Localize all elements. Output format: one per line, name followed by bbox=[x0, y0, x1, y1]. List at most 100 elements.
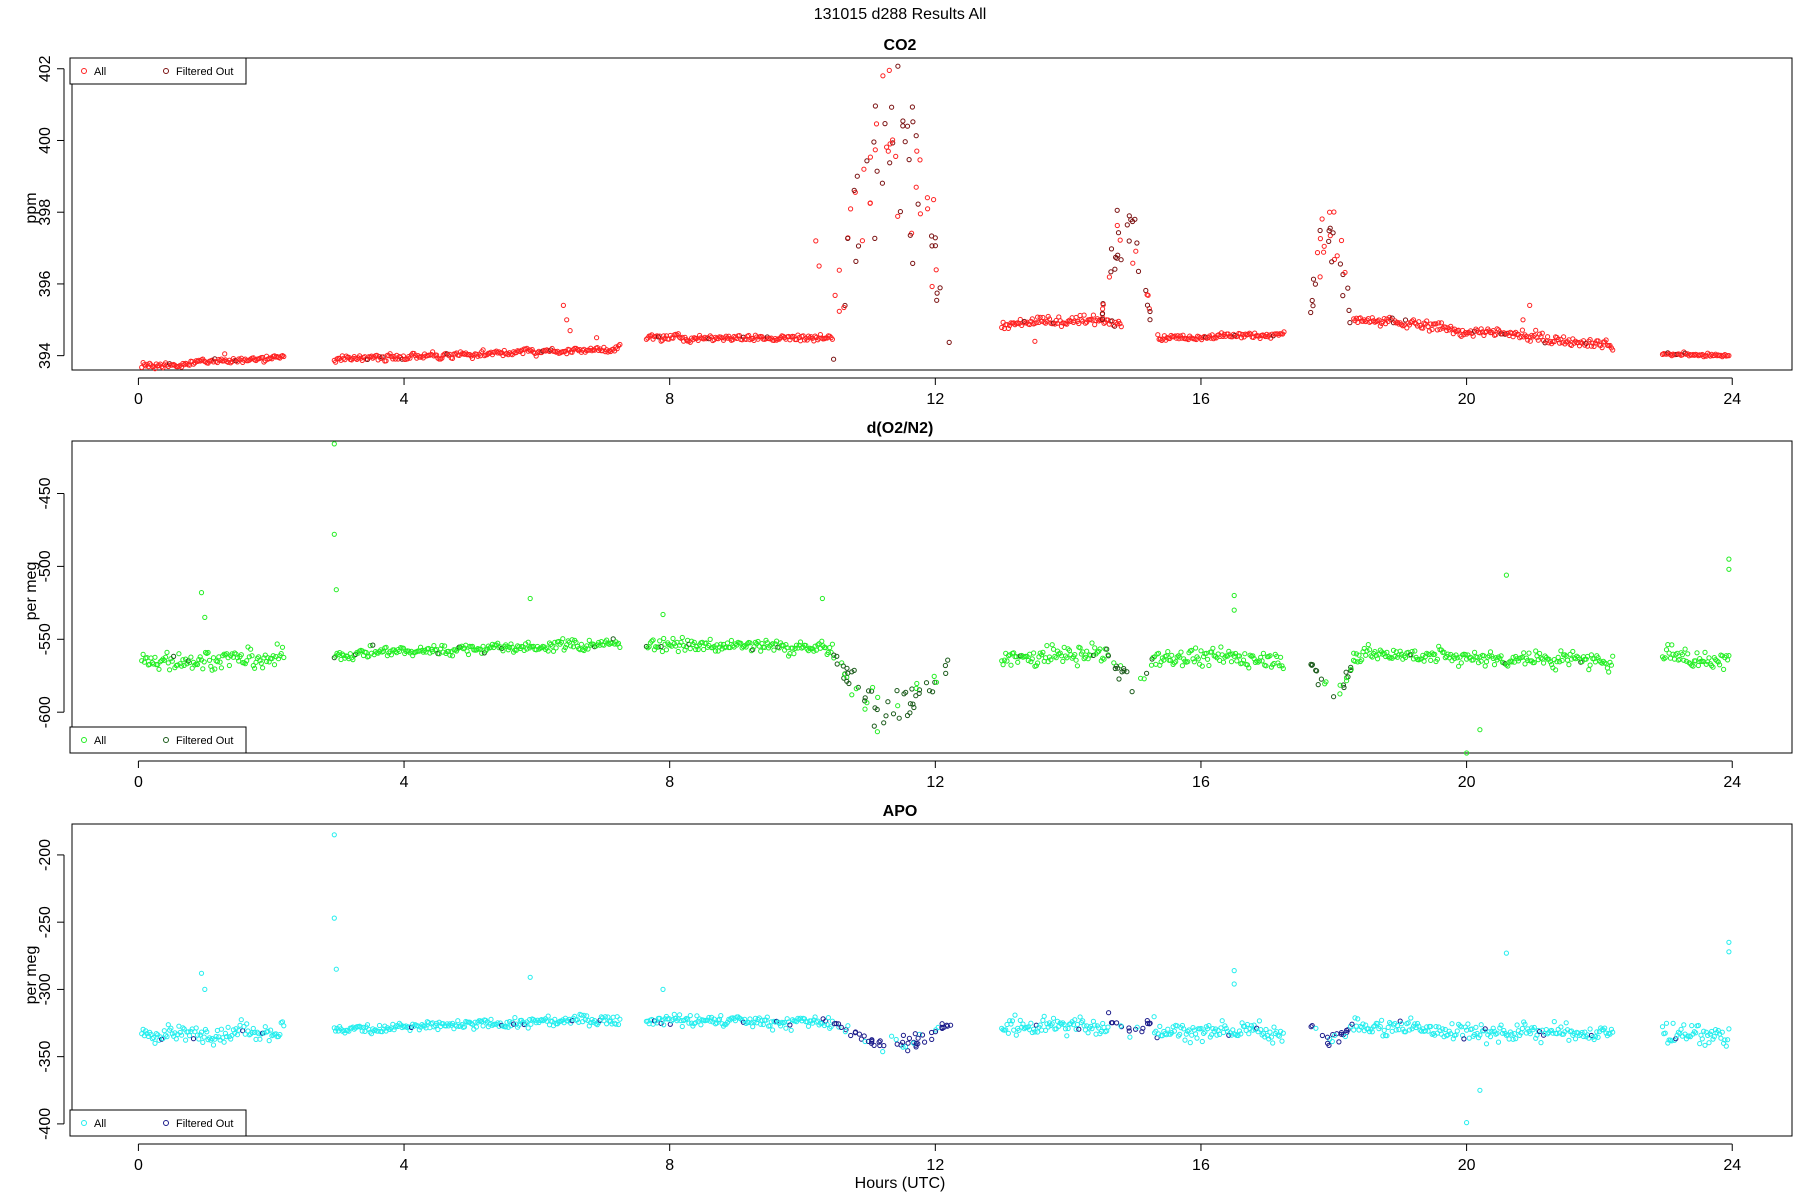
co2-data-point bbox=[893, 153, 899, 159]
apo-data-point bbox=[1243, 1027, 1249, 1034]
o2n2-x-tick-label: 24 bbox=[1723, 774, 1741, 791]
apo-data-point bbox=[1718, 1035, 1724, 1041]
co2-filtered-point bbox=[1147, 308, 1153, 315]
apo-data-point bbox=[218, 1026, 224, 1032]
apo-data-point bbox=[1016, 1027, 1022, 1033]
o2n2-data-point bbox=[331, 531, 337, 537]
o2n2-data-point bbox=[1555, 654, 1561, 661]
apo-data-point bbox=[268, 1027, 274, 1033]
apo-data-point bbox=[1025, 1024, 1031, 1030]
apo-data-point bbox=[588, 1019, 594, 1026]
o2n2-data-point bbox=[849, 692, 855, 698]
apo-data-point bbox=[1270, 1040, 1276, 1046]
o2n2-data-point bbox=[1195, 656, 1201, 662]
o2n2-data-point bbox=[1409, 648, 1415, 655]
o2n2-data-point bbox=[1260, 650, 1267, 657]
apo-data-point bbox=[1669, 1038, 1675, 1044]
apo-data-point bbox=[1414, 1020, 1421, 1027]
o2n2-data-point bbox=[1364, 648, 1370, 654]
apo-panel-title: APO bbox=[883, 803, 918, 820]
co2-data-point bbox=[1420, 325, 1426, 331]
co2-data-point bbox=[1701, 354, 1707, 360]
co2-filtered-point bbox=[1126, 213, 1132, 219]
o2n2-filtered-point bbox=[901, 691, 907, 697]
o2n2-data-point bbox=[1097, 646, 1103, 652]
apo-data-point bbox=[1202, 1029, 1208, 1035]
apo-data-point bbox=[1213, 1026, 1219, 1032]
co2-data-point bbox=[520, 350, 526, 357]
o2n2-data-point bbox=[1706, 655, 1712, 661]
apo-data-point bbox=[1246, 1031, 1252, 1037]
co2-data-point bbox=[1533, 327, 1539, 333]
o2n2-data-point bbox=[1048, 657, 1054, 663]
o2n2-data-point bbox=[544, 645, 550, 651]
o2n2-data-point bbox=[1073, 657, 1079, 663]
apo-data-point bbox=[1533, 1035, 1539, 1041]
apo-data-point bbox=[528, 1021, 534, 1027]
apo-data-point bbox=[1037, 1022, 1043, 1028]
apo-data-point bbox=[391, 1027, 397, 1033]
o2n2-filtered-point bbox=[885, 699, 891, 705]
o2n2-data-point bbox=[585, 646, 591, 652]
apo-data-point bbox=[1360, 1021, 1366, 1027]
apo-data-point bbox=[1510, 1036, 1516, 1042]
apo-data-point bbox=[682, 1017, 688, 1023]
co2-data-point bbox=[1175, 333, 1181, 339]
apo-data-point bbox=[1199, 1038, 1205, 1045]
apo-data-point bbox=[1705, 1032, 1711, 1039]
co2-data-point bbox=[654, 333, 660, 339]
o2n2-filtered-point bbox=[750, 647, 756, 653]
o2n2-data-point bbox=[1263, 663, 1269, 669]
apo-data-point bbox=[1248, 1023, 1255, 1029]
apo-data-point bbox=[281, 1023, 287, 1029]
co2-data-point bbox=[661, 333, 667, 339]
o2n2-data-point bbox=[281, 654, 287, 661]
o2n2-data-point bbox=[770, 641, 776, 647]
co2-data-point bbox=[1677, 351, 1683, 357]
co2-data-point bbox=[617, 341, 623, 348]
o2n2-data-point bbox=[1089, 640, 1095, 646]
o2n2-data-point bbox=[337, 650, 343, 656]
apo-data-point bbox=[1238, 1031, 1244, 1037]
o2n2-data-point bbox=[828, 649, 834, 655]
co2-data-point bbox=[1176, 336, 1182, 342]
co2-data-point bbox=[1520, 317, 1526, 323]
apo-data-point bbox=[1279, 1038, 1285, 1044]
o2n2-data-point bbox=[1074, 663, 1081, 669]
apo-data-point bbox=[1723, 1043, 1729, 1049]
co2-y-tick-label: 396 bbox=[37, 270, 54, 297]
co2-filtered-point bbox=[855, 243, 862, 249]
figure-title: 131015 d288 Results All bbox=[814, 6, 987, 23]
apo-data-point bbox=[552, 1016, 558, 1022]
o2n2-y-tick-label: -550 bbox=[37, 623, 54, 655]
o2n2-data-point bbox=[1053, 655, 1059, 661]
apo-data-point bbox=[1064, 1033, 1070, 1039]
apo-y-tick-label: -200 bbox=[37, 839, 54, 871]
apo-data-point bbox=[1231, 968, 1237, 974]
o2n2-data-point bbox=[1468, 654, 1474, 660]
o2n2-data-point bbox=[758, 648, 764, 654]
apo-data-point bbox=[568, 1020, 574, 1026]
o2n2-data-point bbox=[1169, 652, 1175, 658]
o2n2-filtered-point bbox=[883, 713, 889, 719]
o2n2-data-point bbox=[719, 646, 725, 652]
o2n2-data-point bbox=[248, 646, 254, 652]
co2-data-point bbox=[914, 148, 920, 154]
o2n2-data-point bbox=[744, 641, 751, 647]
co2-data-point bbox=[1130, 260, 1136, 266]
co2-data-point bbox=[1281, 329, 1287, 335]
co2-data-point bbox=[1425, 323, 1431, 330]
apo-data-point bbox=[1398, 1021, 1405, 1027]
apo-filtered-point bbox=[1126, 1025, 1132, 1031]
o2n2-data-point bbox=[1685, 651, 1691, 657]
o2n2-filtered-point bbox=[1090, 652, 1097, 659]
co2-data-point bbox=[156, 362, 162, 368]
apo-data-point bbox=[1683, 1036, 1690, 1042]
apo-data-point bbox=[788, 1027, 794, 1033]
co2-filtered-point bbox=[889, 104, 895, 110]
o2n2-data-point bbox=[1167, 657, 1174, 663]
apo-y-tick-label: -250 bbox=[37, 906, 54, 938]
apo-data-point bbox=[842, 1029, 849, 1035]
co2-filtered-point bbox=[1143, 287, 1149, 294]
o2n2-data-point bbox=[260, 665, 266, 671]
